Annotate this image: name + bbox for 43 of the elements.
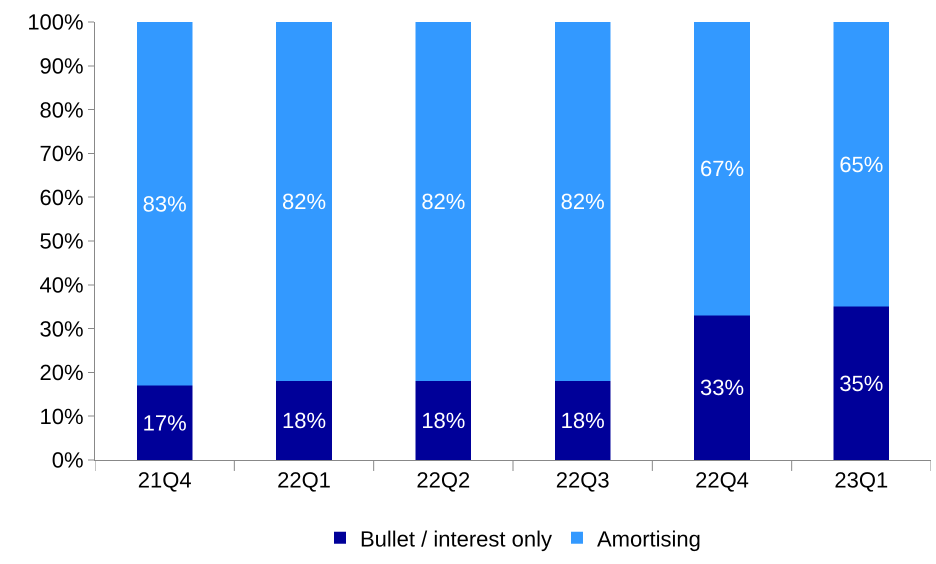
bar	[276, 22, 332, 382]
x-tick-label: 22Q4	[695, 467, 749, 492]
y-tick-label: 100%	[27, 10, 84, 35]
x-tick-label: 23Q1	[834, 467, 888, 492]
y-tick-label: 90%	[40, 54, 84, 78]
y-tick-label: 60%	[40, 184, 84, 210]
legend-label: Bullet / interest only	[360, 526, 552, 552]
data-label: 67%	[700, 156, 744, 182]
bar	[415, 22, 472, 382]
bar	[415, 381, 472, 460]
bar	[136, 22, 193, 386]
data-label: 65%	[839, 152, 884, 177]
y-tick-label: 70%	[40, 141, 84, 166]
y-tick-label: 20%	[40, 360, 84, 386]
legend-label: Amortising	[596, 526, 701, 552]
bar	[694, 315, 750, 460]
data-label: 18%	[282, 408, 326, 434]
x-tick-label: 21Q4	[138, 467, 192, 492]
bar	[554, 381, 611, 460]
bar	[833, 306, 890, 460]
bar	[554, 22, 611, 382]
x-tick-label: 22Q1	[277, 467, 331, 492]
data-label: 82%	[421, 189, 466, 214]
data-label: 18%	[421, 408, 466, 434]
data-label: 18%	[560, 408, 605, 434]
data-label: 82%	[560, 189, 605, 214]
bar	[694, 22, 750, 316]
y-tick-label: 30%	[40, 316, 84, 342]
y-tick-label: 40%	[40, 272, 84, 298]
y-tick-label: 50%	[40, 228, 84, 254]
data-label: 35%	[839, 370, 884, 396]
y-tick-label: 10%	[40, 404, 84, 429]
data-label: 82%	[282, 189, 326, 214]
data-label: 17%	[142, 410, 187, 436]
y-tick-label: 80%	[40, 97, 84, 122]
bar	[276, 381, 332, 460]
x-tick-label: 22Q3	[556, 467, 610, 492]
bar	[136, 386, 193, 460]
y-tick-label: 0%	[52, 448, 84, 473]
data-label: 33%	[700, 375, 744, 400]
x-tick-label: 22Q2	[416, 467, 470, 492]
bar	[833, 22, 890, 307]
data-label: 83%	[142, 191, 187, 216]
